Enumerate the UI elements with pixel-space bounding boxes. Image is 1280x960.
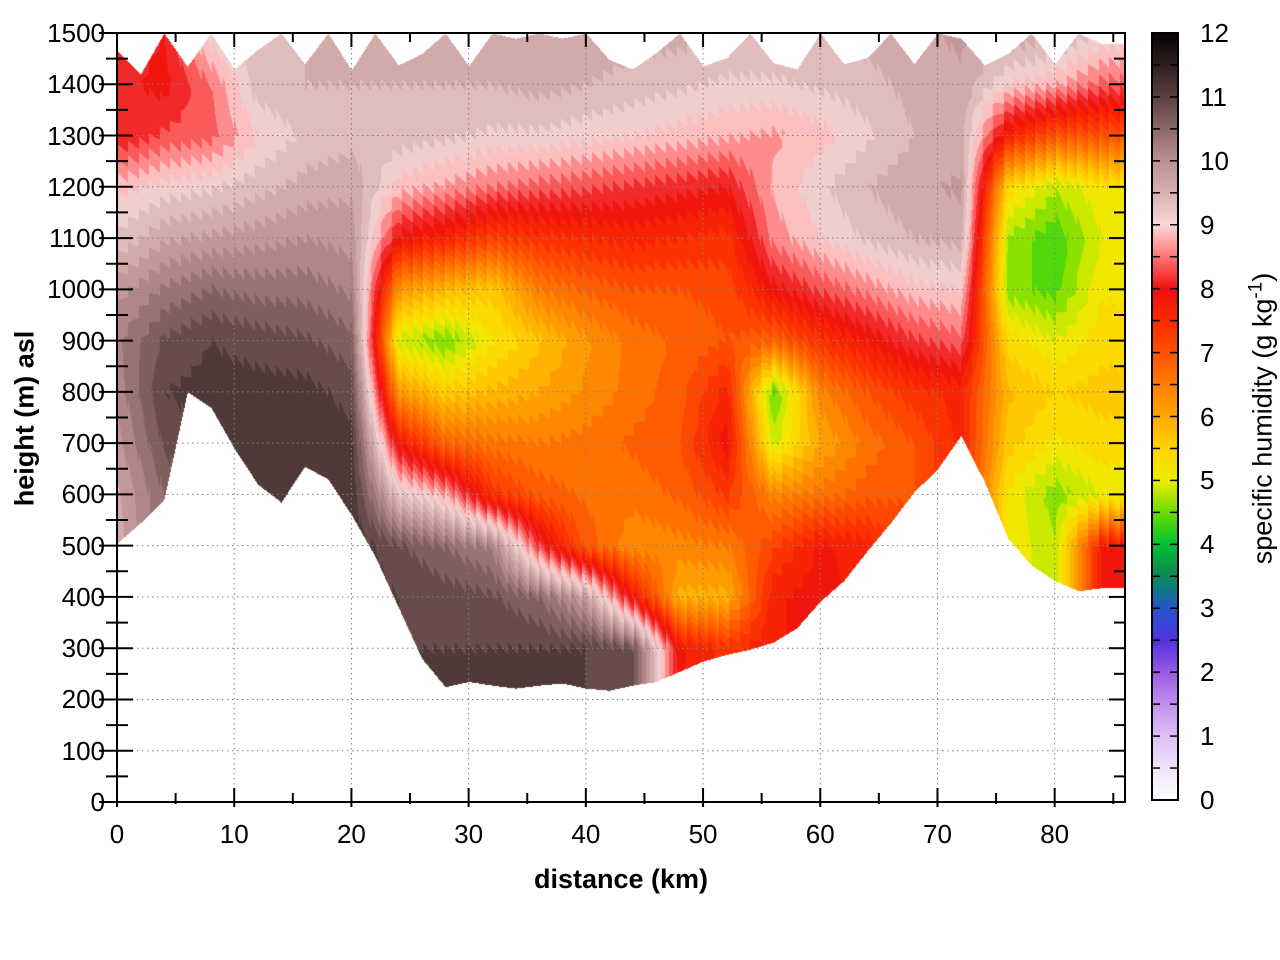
colorbar-tick-label: 11 xyxy=(1200,81,1227,112)
y-tick-label: 1500 xyxy=(47,18,105,48)
y-tick-label: 100 xyxy=(61,735,105,766)
colorbar-title: specific humidity (g kg-1) xyxy=(1246,204,1279,634)
colorbar-title-text: specific humidity (g kg xyxy=(1247,298,1278,565)
y-tick-label: 1300 xyxy=(47,120,105,151)
x-axis-title: distance (km) xyxy=(533,864,709,894)
x-tick-label: 10 xyxy=(219,819,249,849)
y-tick-label: 1200 xyxy=(47,171,105,202)
contour-plot-canvas xyxy=(117,33,1125,802)
x-tick-label: 60 xyxy=(805,819,835,849)
colorbar-tick-label: 0 xyxy=(1200,785,1215,815)
colorbar-tick-label: 6 xyxy=(1200,401,1215,432)
colorbar-tick-label: 10 xyxy=(1200,145,1229,176)
y-tick-label: 0 xyxy=(90,787,105,817)
colorbar-tick-label: 7 xyxy=(1200,337,1215,368)
x-tick-label: 0 xyxy=(109,819,125,849)
x-tick-label: 40 xyxy=(571,819,601,849)
colorbar-tick-label: 2 xyxy=(1200,657,1215,688)
colorbar-gradient-canvas xyxy=(1152,33,1178,800)
y-tick-label: 600 xyxy=(61,479,105,510)
y-tick-label: 700 xyxy=(61,428,105,459)
colorbar-tick-label: 3 xyxy=(1200,593,1215,624)
y-tick-label: 1400 xyxy=(47,69,105,100)
y-tick-label: 400 xyxy=(61,581,105,612)
y-tick-label: 300 xyxy=(61,633,105,664)
y-tick-label: 1100 xyxy=(49,223,105,254)
colorbar-tick-label: 1 xyxy=(1200,721,1215,752)
x-tick-label: 30 xyxy=(454,819,484,849)
colorbar-tick-label: 9 xyxy=(1200,209,1215,240)
y-tick-label: 200 xyxy=(61,684,105,715)
x-tick-label: 20 xyxy=(336,819,366,849)
x-tick-label: 80 xyxy=(1040,819,1070,849)
colorbar-title-suffix: ) xyxy=(1247,272,1278,282)
colorbar-tick-label: 5 xyxy=(1200,465,1215,496)
x-tick-label: 50 xyxy=(688,819,718,849)
colorbar-tick-label: 12 xyxy=(1200,18,1229,48)
colorbar-tick-label: 4 xyxy=(1200,529,1215,560)
y-tick-label: 900 xyxy=(61,325,105,356)
colorbar-tick-label: 8 xyxy=(1200,273,1215,304)
y-tick-label: 500 xyxy=(61,530,105,561)
y-axis-title: height (m) asl xyxy=(9,330,40,507)
x-tick-label: 70 xyxy=(922,819,952,849)
y-tick-label: 1000 xyxy=(47,274,105,305)
y-tick-label: 800 xyxy=(61,376,105,407)
colorbar-title-superscript: -1 xyxy=(1245,281,1267,299)
